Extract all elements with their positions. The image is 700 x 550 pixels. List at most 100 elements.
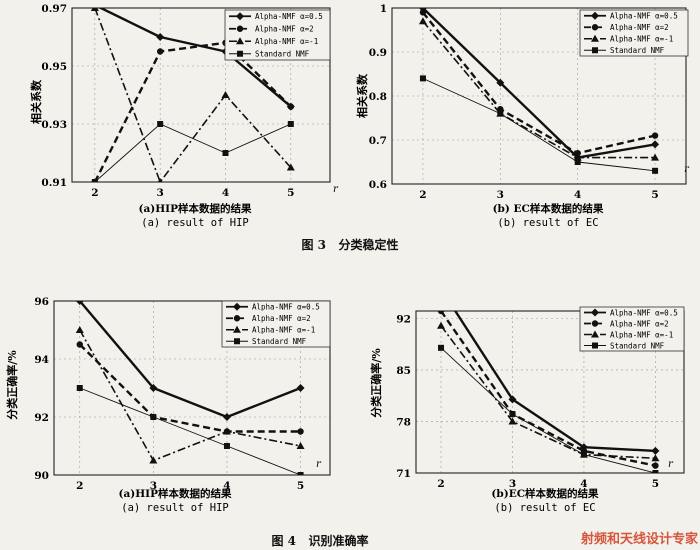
legend-marker [233, 302, 241, 311]
plot-frame [53, 300, 331, 476]
chart-caption-cn: (b)EC样本数据的结果 [491, 487, 599, 500]
y-tick-label: 1 [380, 3, 387, 15]
series-line-4 [440, 347, 656, 473]
legend-label: Alpha-NMF α=2 [252, 314, 311, 323]
chart-caption-en: (b) result of EC [494, 502, 595, 514]
legend: Alpha-NMF α=0.5 Alpha-NMF α=2 Alpha-NMF α=… [221, 300, 331, 348]
y-tick-label: 85 [396, 365, 411, 377]
x-tick-label: 4 [574, 189, 581, 201]
legend-marker [234, 338, 240, 345]
x-tick-label: 5 [297, 480, 304, 492]
y-tick-label: 0.8 [369, 91, 387, 103]
y-axis-label: 分类正确率/% [5, 350, 19, 420]
chart-caption-en: (b) result of EC [497, 217, 598, 229]
plot-frame [415, 310, 685, 474]
data-point [573, 153, 582, 161]
x-tick-label: 3 [150, 480, 157, 492]
plot-area [75, 301, 305, 475]
legend-marker [237, 50, 243, 57]
y-tick-label: 0.97 [41, 3, 67, 15]
data-point [437, 311, 445, 315]
y-tick-label: 90 [34, 470, 49, 482]
x-tick-label: 4 [580, 478, 587, 490]
data-point [580, 451, 587, 458]
legend-marker [236, 37, 244, 45]
x-tick-label: 3 [497, 189, 504, 201]
y-tick-label: 0.6 [369, 179, 387, 191]
legend-label: Standard NMF [255, 50, 310, 59]
y-tick-label: 0.7 [369, 135, 387, 147]
x-tick-label: 5 [287, 187, 294, 199]
legend-label: Alpha-NMF α=2 [255, 25, 314, 34]
data-point [90, 8, 99, 11]
data-point [496, 78, 505, 87]
fig3a-chart: 相关系数 r (a)HIP样本数据的结果 (a) result of HIP 0… [29, 3, 339, 229]
fig3-caption: 图 3 分类稳定性 [301, 238, 399, 252]
y-axis-label: 相关系数 [29, 79, 43, 124]
legend-marker [591, 24, 599, 31]
data-point [651, 132, 659, 139]
data-point [156, 48, 164, 55]
data-point [574, 150, 581, 157]
legend-label: Alpha-NMF α=0.5 [610, 308, 678, 317]
watermark-brand-text: 射频和天线设计专家 [580, 532, 698, 547]
data-point [222, 427, 231, 435]
data-point [437, 321, 446, 329]
data-point [418, 17, 427, 25]
data-point [150, 414, 157, 420]
data-point [221, 91, 230, 98]
legend-label: Alpha-NMF α=2 [610, 23, 669, 32]
y-tick-label: 96 [34, 296, 49, 308]
data-point [287, 103, 295, 110]
series-line-2 [440, 311, 656, 467]
y-tick-label: 94 [34, 354, 49, 366]
x-tick-label: 4 [223, 480, 230, 492]
legend-marker [236, 25, 244, 32]
data-point [149, 384, 158, 392]
data-point [651, 153, 660, 161]
chart-caption-en: (a) result of HIP [121, 502, 228, 514]
data-point [437, 285, 445, 293]
x-tick-label: 5 [651, 189, 658, 201]
data-point [297, 428, 304, 435]
plot-area [418, 8, 660, 174]
data-point [508, 417, 517, 425]
y-axis-label: 分类正确率/% [369, 348, 383, 418]
series-line-4 [422, 77, 656, 172]
series-line-3 [79, 329, 301, 462]
x-tick-label: 3 [509, 478, 516, 490]
legend-marker [591, 330, 599, 338]
data-point [75, 301, 84, 305]
legend-label: Alpha-NMF α=0.5 [252, 303, 320, 312]
chart-caption-cn: (a)HIP样本数据的结果 [139, 202, 252, 215]
x-axis-label: r [316, 459, 322, 470]
y-tick-label: 92 [34, 412, 49, 424]
legend-label: Alpha-NMF α=-1 [610, 330, 673, 339]
legend-marker [236, 12, 244, 21]
x-tick-label: 2 [91, 187, 98, 199]
x-tick-label: 2 [437, 478, 444, 490]
data-point [652, 462, 659, 469]
data-point [651, 140, 660, 149]
series-line-1 [422, 8, 656, 159]
legend-marker [233, 325, 241, 333]
data-point [297, 472, 304, 475]
data-point [438, 344, 445, 351]
y-tick-label: 0.9 [369, 47, 387, 59]
legend: Alpha-NMF α=0.5 Alpha-NMF α=2 Alpha-NMF α=… [579, 9, 689, 57]
chart-caption-cn: (a)HIP样本数据的结果 [119, 487, 232, 500]
data-point [508, 395, 517, 404]
data-point [156, 33, 165, 41]
plot-frame [391, 7, 687, 185]
series-line-2 [93, 41, 292, 182]
data-point [76, 385, 83, 391]
data-point [651, 446, 660, 455]
fig3b-chart: 相关系数 r (b) EC样本数据的结果 (b) result of EC 0.… [355, 3, 690, 229]
chart-caption-cn: (b) EC样本数据的结果 [493, 202, 604, 215]
data-point [296, 442, 305, 449]
y-tick-label: 78 [396, 416, 411, 428]
data-point [287, 121, 294, 127]
data-point [419, 75, 426, 82]
fig4a-chart: 分类正确率/% r (a)HIP样本数据的结果 (a) result of HI… [5, 296, 331, 514]
fig4b-chart: 分类正确率/% r (b)EC样本数据的结果 (b) result of EC … [369, 285, 685, 514]
